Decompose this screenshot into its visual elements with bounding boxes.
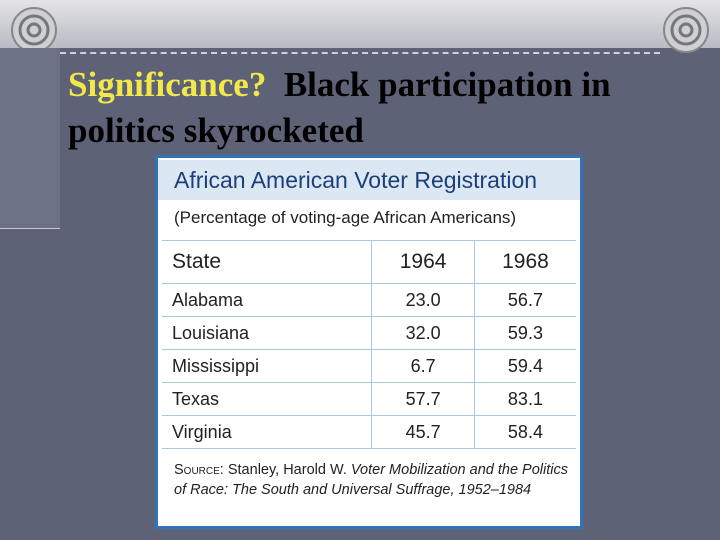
table-body: Alabama 23.0 56.7 Louisiana 32.0 59.3 Mississi… bbox=[162, 283, 576, 449]
source-author: Stanley, Harold W. bbox=[227, 462, 347, 478]
source: Source: Stanley, Harold W. Voter Mobiliz… bbox=[174, 460, 574, 500]
state-cell: Mississippi bbox=[162, 349, 373, 383]
table-cell: 83.1 bbox=[473, 382, 576, 416]
column-header: State bbox=[162, 240, 373, 284]
table-row: Texas 57.7 83.1 bbox=[162, 382, 576, 416]
table-subtitle: (Percentage of voting-age African Americ… bbox=[174, 208, 517, 227]
scroll-ornament bbox=[11, 7, 57, 53]
table-row: Virginia 45.7 58.4 bbox=[162, 415, 576, 449]
slide-title: Significance? Black participation in pol… bbox=[68, 62, 688, 154]
table-row: Louisiana 32.0 59.3 bbox=[162, 316, 576, 350]
table-cell: 32.0 bbox=[371, 316, 475, 350]
side-panel bbox=[0, 48, 60, 229]
column-header: 1964 bbox=[371, 240, 475, 284]
title-text: Black participation in politics skyrocke… bbox=[68, 65, 611, 150]
column-header: 1968 bbox=[473, 240, 576, 284]
table-panel: African American Voter Registration (Per… bbox=[155, 155, 583, 529]
table-cell: 59.3 bbox=[473, 316, 576, 350]
header-row: State 1964 1968 bbox=[162, 240, 576, 284]
table-cell: 59.4 bbox=[473, 349, 576, 383]
table-row: Alabama 23.0 56.7 bbox=[162, 283, 576, 317]
source-years: 1952–1984 bbox=[458, 482, 532, 498]
divider bbox=[60, 52, 660, 54]
table-cell: 58.4 bbox=[473, 415, 576, 449]
source-work: Voter Mobilization and the Politics of R… bbox=[174, 462, 568, 498]
header-band bbox=[0, 0, 720, 48]
table-title: African American Voter Registration bbox=[158, 160, 580, 200]
scroll-ornament bbox=[663, 7, 709, 53]
table-cell: 57.7 bbox=[371, 382, 475, 416]
state-cell: Texas bbox=[162, 382, 373, 416]
table-row: Mississippi 6.7 59.4 bbox=[162, 349, 576, 383]
table-cell: 6.7 bbox=[371, 349, 475, 383]
state-cell: Alabama bbox=[162, 283, 373, 317]
table: State 1964 1968 Alabama 23.0 56.7 Louisiana 32… bbox=[162, 240, 576, 449]
table-cell: 23.0 bbox=[371, 283, 475, 317]
table-cell: 56.7 bbox=[473, 283, 576, 317]
state-cell: Virginia bbox=[162, 415, 373, 449]
table-cell: 45.7 bbox=[371, 415, 475, 449]
title-accent: Significance? bbox=[68, 65, 267, 104]
source-label: Source: bbox=[174, 462, 224, 478]
state-cell: Louisiana bbox=[162, 316, 373, 350]
